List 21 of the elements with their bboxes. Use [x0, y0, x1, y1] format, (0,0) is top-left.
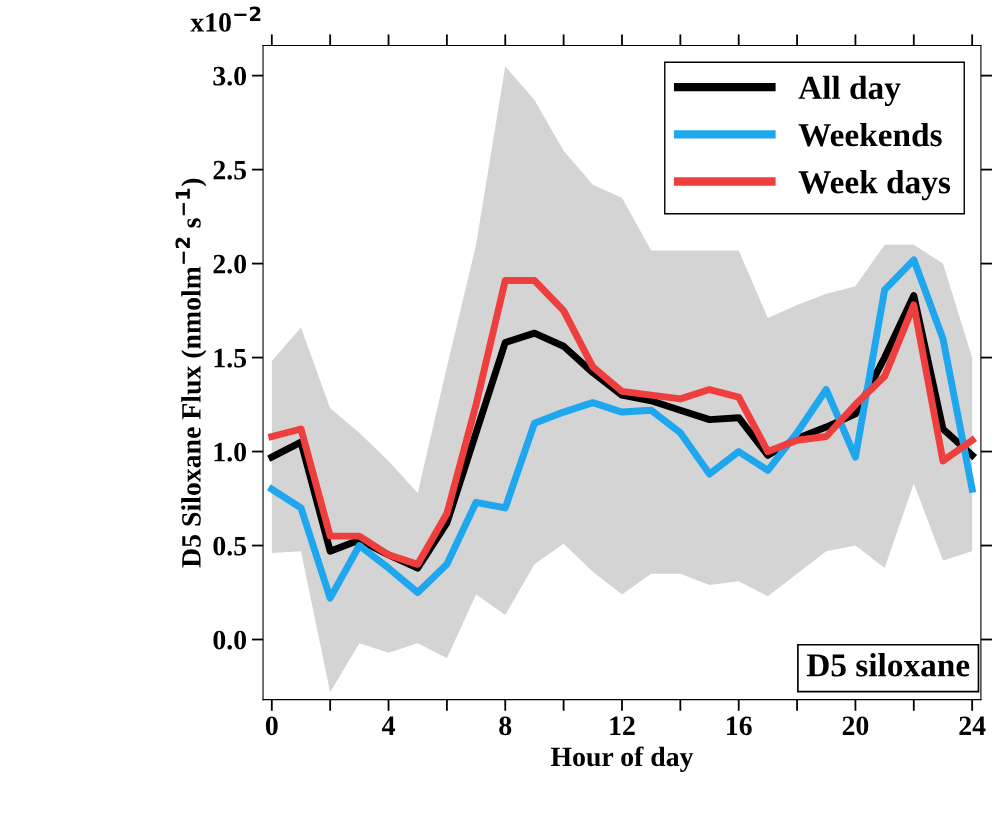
x-tick-label: 12: [610, 716, 635, 735]
x-tick-label: 0: [265, 716, 278, 736]
y-tick-label: 1.0: [214, 442, 247, 462]
x-tick-label: 20: [842, 716, 869, 736]
y-tick-label: 2.5: [213, 160, 247, 180]
y-tick-label: 0.0: [213, 630, 247, 650]
x-tick-label: 4: [381, 716, 395, 735]
y-axis-title: D5 Siloxane Flux (nmolm$^{−2}$ s$^{−1}$): [175, 178, 207, 568]
text: x10$^{−2}$: [190, 6, 261, 32]
x-tick-label: 16: [727, 716, 752, 736]
y-tick-label: 1.5: [214, 348, 247, 368]
annotation: D5 siloxane: [806, 653, 970, 677]
legend-label: Week days: [798, 170, 951, 201]
x-tick-label: 24: [959, 716, 986, 735]
y-tick-label: 3.0: [213, 66, 247, 86]
y-tick-label: 2.0: [213, 254, 247, 274]
y-tick-label: 0.5: [213, 536, 247, 556]
x-tick-label: 8: [499, 716, 512, 736]
x-axis-title: Hour of day: [550, 746, 694, 772]
legend-label: Weekends: [798, 122, 942, 147]
legend-label: All day: [798, 75, 901, 107]
